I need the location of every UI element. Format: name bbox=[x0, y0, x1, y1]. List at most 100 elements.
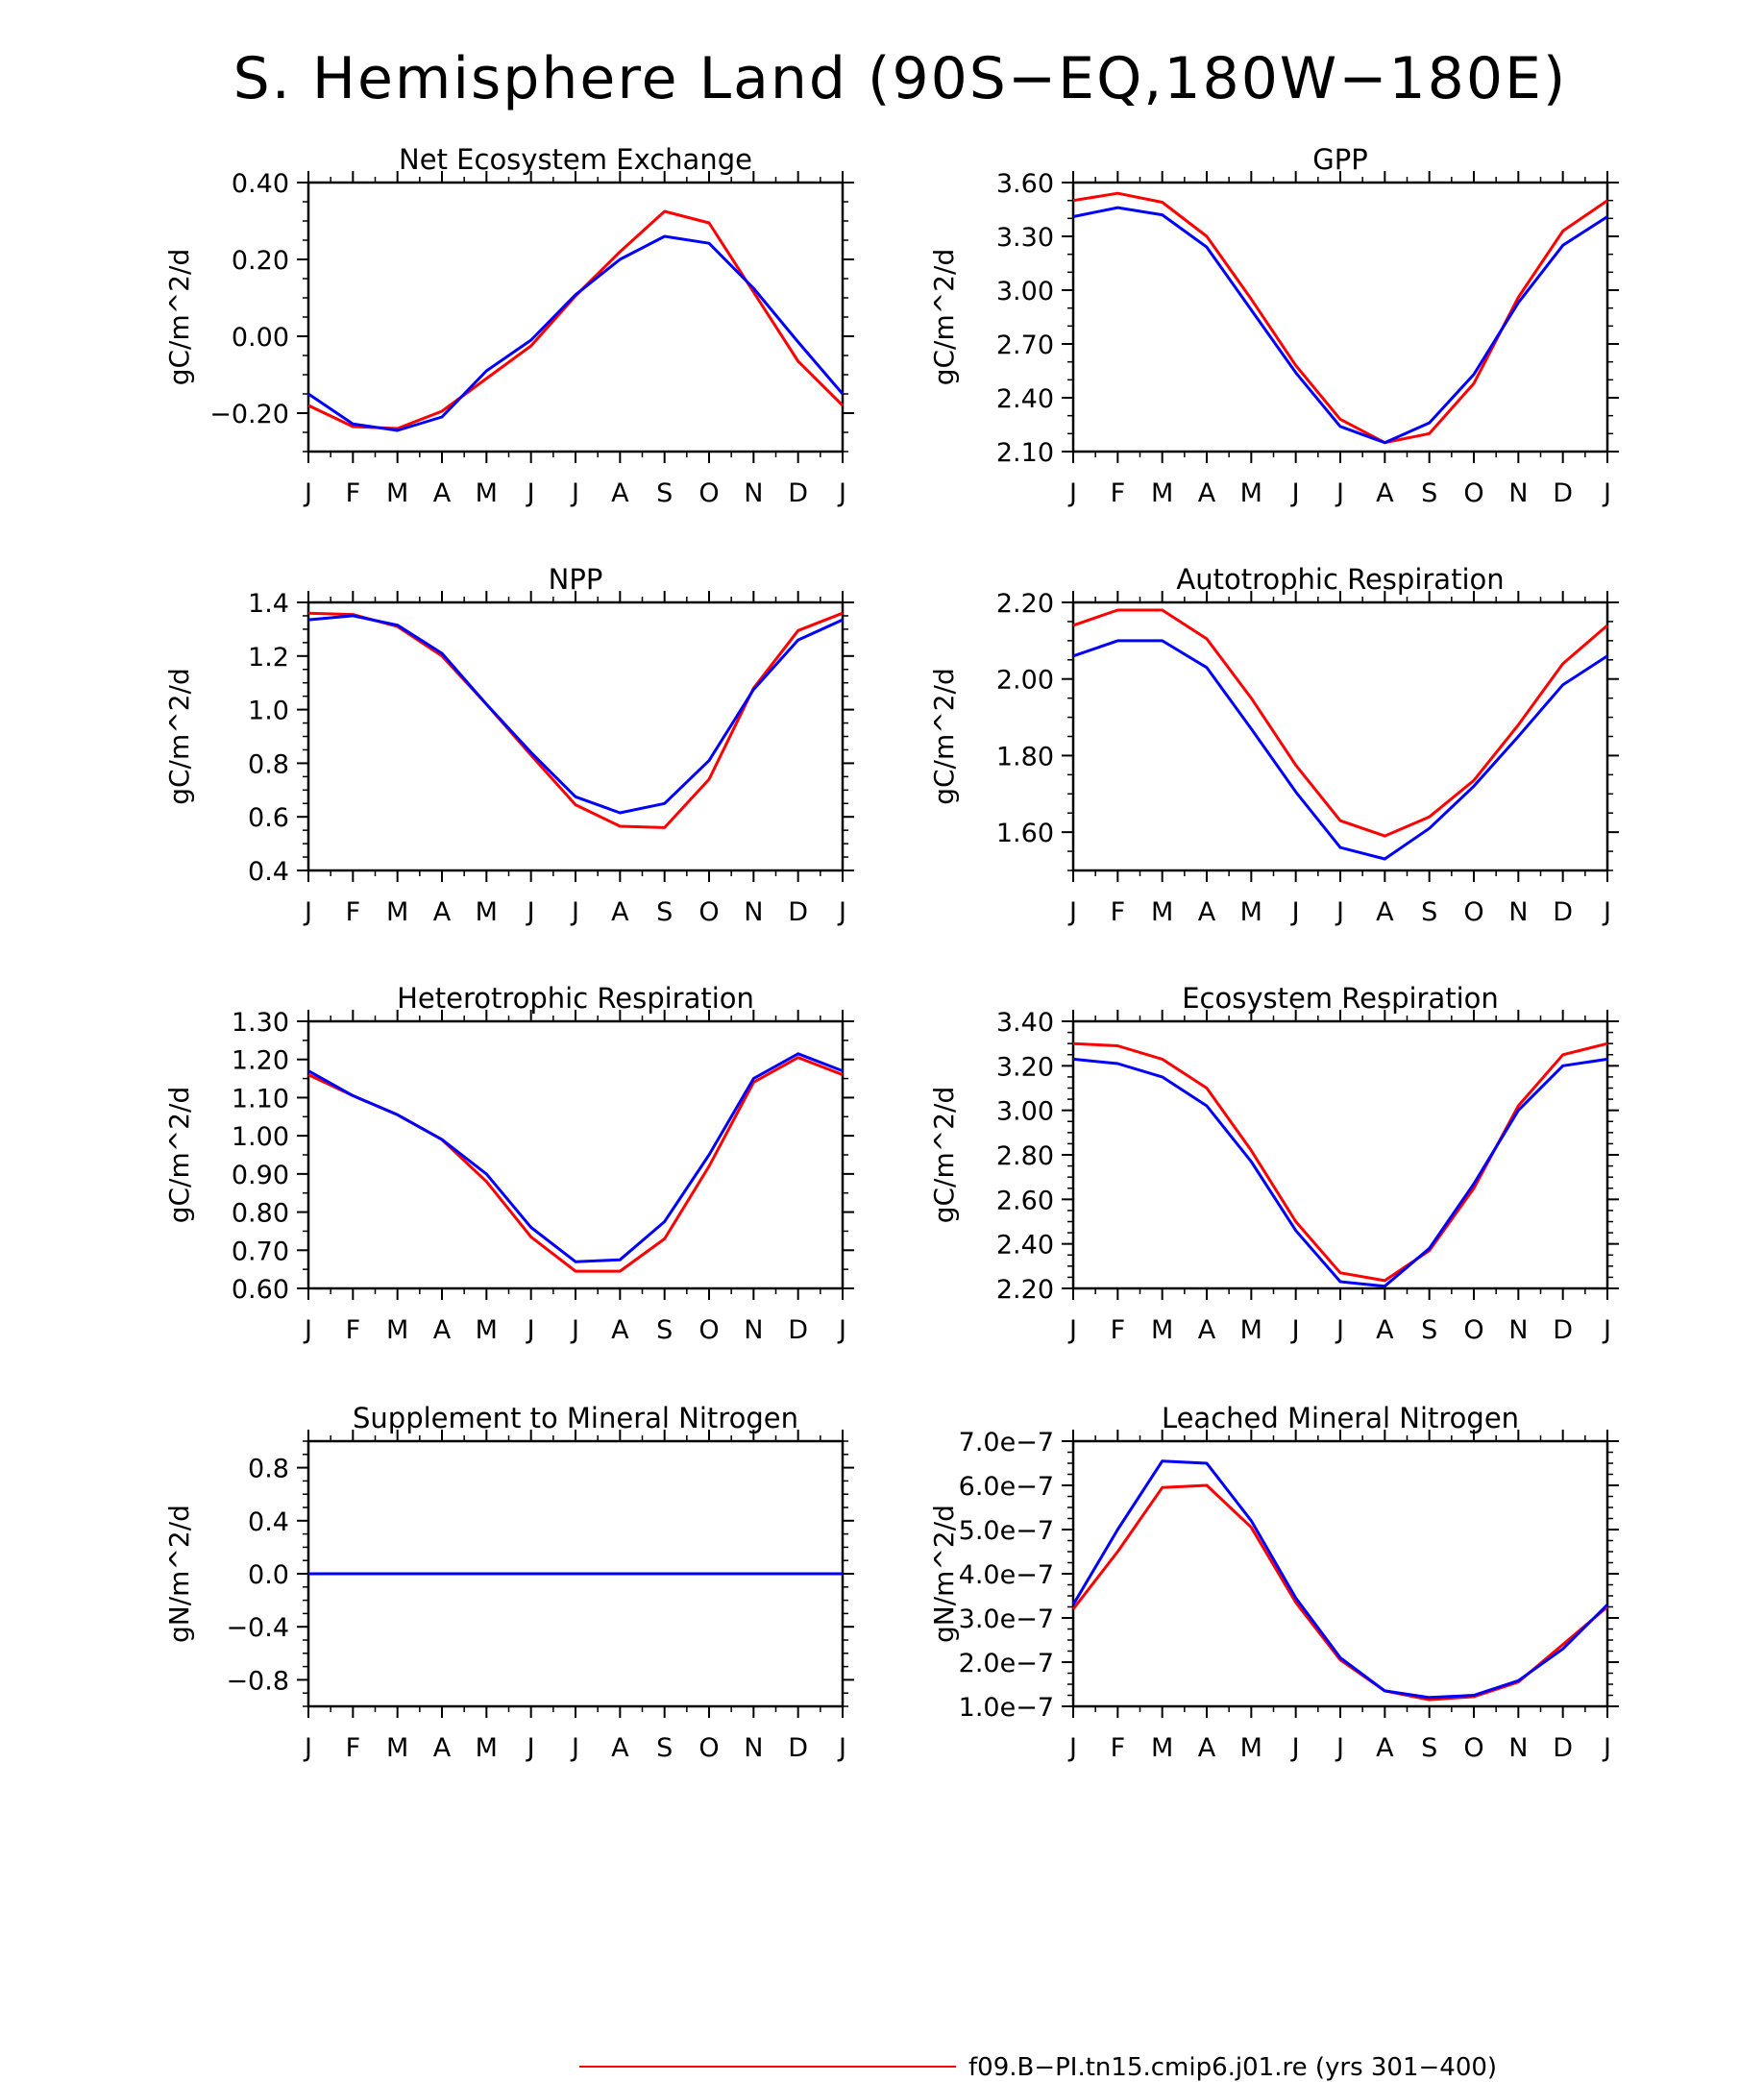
x-tick-label: A bbox=[433, 897, 452, 927]
x-tick-label: J bbox=[1290, 1733, 1300, 1763]
panel-title: Supplement to Mineral Nitrogen bbox=[353, 1402, 798, 1434]
y-tick-label: 2.20 bbox=[996, 1275, 1054, 1305]
y-tick-label: 0.70 bbox=[232, 1237, 289, 1266]
x-tick-label: J bbox=[837, 1733, 846, 1763]
x-tick-label: A bbox=[1198, 478, 1216, 508]
x-tick-label: D bbox=[788, 1315, 808, 1345]
x-tick-label: O bbox=[1463, 897, 1483, 927]
plot-frame bbox=[1071, 1019, 1609, 1290]
y-tick-label: 1.80 bbox=[996, 742, 1054, 772]
x-tick-label: A bbox=[1376, 897, 1394, 927]
y-tick-label: 0.8 bbox=[248, 749, 289, 779]
y-tick-label: 5.0e−7 bbox=[959, 1516, 1054, 1546]
y-tick-label: 3.40 bbox=[996, 1008, 1054, 1038]
x-tick-label: J bbox=[526, 1315, 535, 1345]
y-tick-label: 0.0 bbox=[248, 1560, 289, 1590]
x-tick-label: J bbox=[570, 478, 579, 508]
x-tick-label: M bbox=[476, 478, 498, 508]
x-tick-label: F bbox=[1111, 478, 1126, 508]
chart-panel-6: J F M A M J J A S O N D J2.202.402.602.803.003.203.4… bbox=[928, 982, 1619, 1345]
x-tick-label: M bbox=[386, 1733, 408, 1763]
x-tick-label: J bbox=[570, 1315, 579, 1345]
x-tick-label: J bbox=[1335, 897, 1344, 927]
x-tick-label: M bbox=[386, 478, 408, 508]
x-tick-label: M bbox=[386, 1315, 408, 1345]
y-tick-label: 7.0e−7 bbox=[959, 1428, 1054, 1457]
x-tick-label: J bbox=[303, 478, 312, 508]
x-tick-label: A bbox=[433, 478, 452, 508]
y-tick-label: 0.6 bbox=[248, 803, 289, 833]
x-tick-label: J bbox=[570, 897, 579, 927]
y-tick-label: 0.40 bbox=[232, 169, 289, 199]
x-tick-label: M bbox=[1240, 897, 1262, 927]
y-tick-label: 1.20 bbox=[232, 1046, 289, 1076]
x-tick-label: O bbox=[698, 1733, 719, 1763]
x-tick-label: N bbox=[744, 897, 763, 927]
panel-title: Ecosystem Respiration bbox=[1182, 982, 1499, 1015]
x-tick-label: A bbox=[1198, 897, 1216, 927]
x-tick-label: A bbox=[433, 1315, 452, 1345]
x-tick-label: J bbox=[303, 1733, 312, 1763]
figure-title: S. Hemisphere Land (90S−EQ,180W−180E) bbox=[233, 45, 1568, 112]
x-tick-label: S bbox=[1421, 1315, 1437, 1345]
y-tick-label: 3.20 bbox=[996, 1052, 1054, 1082]
x-tick-label: J bbox=[526, 478, 535, 508]
y-tick-label: 4.0e−7 bbox=[959, 1560, 1054, 1590]
x-tick-label: J bbox=[1602, 1315, 1611, 1345]
y-tick-label: 0.80 bbox=[232, 1199, 289, 1229]
x-tick-label: A bbox=[1376, 1315, 1394, 1345]
series-line-1 bbox=[1072, 1041, 1608, 1283]
x-tick-label: S bbox=[1421, 478, 1437, 508]
x-tick-label: J bbox=[1290, 1315, 1300, 1345]
y-tick-label: −0.20 bbox=[209, 400, 289, 429]
x-tick-label: D bbox=[788, 1733, 808, 1763]
x-tick-label: D bbox=[788, 478, 808, 508]
x-tick-label: J bbox=[837, 478, 846, 508]
x-tick-label: O bbox=[698, 478, 719, 508]
y-tick-label: 0.4 bbox=[248, 1507, 289, 1537]
plot-frame bbox=[1071, 181, 1609, 453]
y-tick-label: 2.10 bbox=[996, 438, 1054, 468]
y-tick-label: 3.0e−7 bbox=[959, 1604, 1054, 1634]
x-tick-label: M bbox=[476, 1315, 498, 1345]
x-tick-label: N bbox=[744, 478, 763, 508]
y-tick-label: 1.4 bbox=[248, 589, 289, 619]
x-tick-label: O bbox=[1463, 478, 1483, 508]
y-axis-label: gC/m^2/d bbox=[928, 668, 960, 805]
x-tick-label: A bbox=[1376, 478, 1394, 508]
x-tick-label: F bbox=[346, 1733, 361, 1763]
y-tick-label: 1.0 bbox=[248, 697, 289, 726]
x-tick-label: J bbox=[1602, 478, 1611, 508]
y-tick-label: 2.00 bbox=[996, 666, 1054, 696]
x-tick-label: M bbox=[1151, 897, 1173, 927]
y-axis-label: gC/m^2/d bbox=[163, 668, 195, 805]
x-tick-label: S bbox=[1421, 897, 1437, 927]
series-line-1 bbox=[1072, 608, 1608, 838]
x-tick-label: O bbox=[698, 1315, 719, 1345]
chart-panel-4: J F M A M J J A S O N D J1.601.802.002.20Autotrophic… bbox=[928, 563, 1619, 927]
y-tick-label: 3.30 bbox=[996, 223, 1054, 253]
panel-title: Net Ecosystem Exchange bbox=[399, 143, 752, 176]
x-tick-label: S bbox=[1421, 1733, 1437, 1763]
series-line-1 bbox=[1071, 1483, 1608, 1702]
x-tick-label: S bbox=[656, 1733, 673, 1763]
x-tick-label: F bbox=[346, 1315, 361, 1345]
x-tick-label: J bbox=[1602, 1733, 1611, 1763]
y-tick-label: 0.4 bbox=[248, 857, 289, 887]
legend: f09.B−PI.tn15.cmip6.j01.re (yrs 301−400) bbox=[579, 2053, 1497, 2082]
x-tick-label: J bbox=[1602, 897, 1611, 927]
y-tick-label: 2.20 bbox=[996, 589, 1054, 619]
plot-frame bbox=[1071, 1439, 1609, 1708]
x-tick-label: J bbox=[526, 1733, 535, 1763]
x-tick-label: J bbox=[1067, 897, 1077, 927]
y-tick-label: 2.70 bbox=[996, 331, 1054, 360]
x-tick-label: M bbox=[1240, 478, 1262, 508]
x-tick-label: J bbox=[837, 897, 846, 927]
y-tick-label: 0.20 bbox=[232, 246, 289, 276]
x-tick-label: N bbox=[1508, 478, 1528, 508]
x-tick-label: J bbox=[1335, 1315, 1344, 1345]
chart-panel-7: J F M A M J J A S O N D J−0.8−0.40.00.40.8Supplement… bbox=[163, 1402, 854, 1763]
y-tick-label: 1.0e−7 bbox=[959, 1693, 1054, 1723]
y-tick-label: −0.8 bbox=[226, 1666, 289, 1696]
